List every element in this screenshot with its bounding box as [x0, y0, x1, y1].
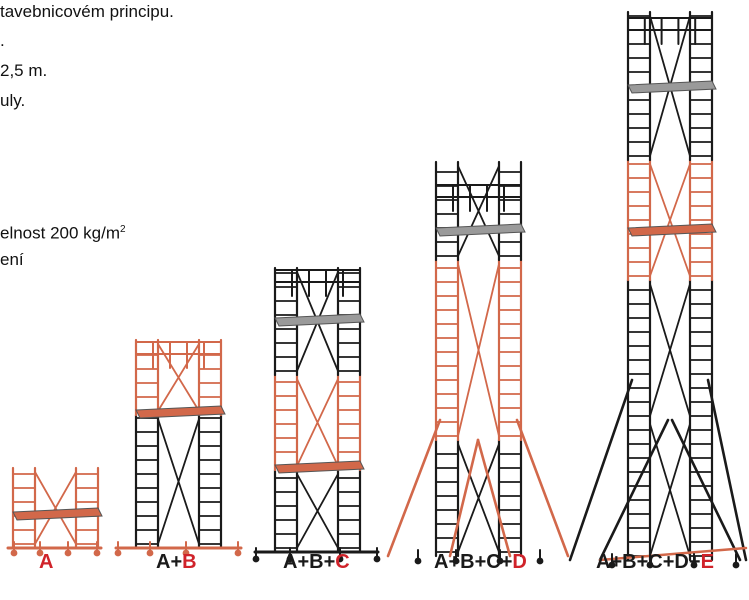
text-line-6: ení [0, 250, 24, 269]
caption-plus: + [474, 551, 487, 573]
caster-wheel [608, 561, 616, 569]
caption-plus: + [636, 551, 649, 573]
tower-ab-lower-brace [157, 418, 200, 545]
caption-ab: A+B [156, 551, 197, 574]
caption-part-b: B [309, 551, 324, 573]
caster-wheel [536, 557, 544, 565]
outrigger [706, 378, 748, 562]
caption-part-b: B [460, 551, 475, 573]
tower-abcde-base-brace [598, 546, 748, 562]
tower-abcde-top-platform [627, 80, 717, 94]
outrigger [568, 378, 634, 562]
tower-abcd-top-platform [435, 223, 526, 237]
caption-plus: + [662, 551, 675, 573]
outrigger [515, 418, 570, 558]
tower-abcd-lower-brace [457, 443, 500, 553]
outrigger [386, 418, 442, 558]
caption-plus: + [688, 551, 701, 573]
caster-wheel [93, 549, 101, 557]
caption-part-a: A [434, 551, 449, 573]
text-line-3: 2,5 m. [0, 61, 48, 80]
caption-part-a: A [156, 551, 171, 573]
caption-plus: + [297, 551, 310, 573]
caption-plus: + [610, 551, 623, 573]
tower-abcd-upper-brace [457, 165, 500, 257]
caster-wheel [452, 557, 460, 565]
caster-wheel [10, 549, 18, 557]
caster-wheel [690, 561, 698, 569]
caption-part-a: A [596, 551, 611, 573]
text-line-2: . [0, 31, 5, 50]
tower-ab-upper-brace [157, 343, 200, 412]
caption-part-b: B [622, 551, 637, 573]
outrigger [670, 418, 742, 562]
tower-a-platform [12, 507, 103, 521]
text-line-4: uly. [0, 91, 26, 110]
text-line-5: elnost 200 kg/m2 [0, 223, 126, 243]
tower-abc-lower-brace [296, 473, 339, 549]
tower-abcde-mid-platform [627, 223, 717, 237]
tower-abcde-mid-brace [649, 283, 691, 417]
outrigger [476, 438, 512, 558]
caption-plus: + [500, 551, 513, 573]
outrigger [598, 418, 670, 562]
caption-abc: A+B+C [283, 551, 350, 574]
outrigger [448, 438, 480, 558]
caption-part-e: E [700, 551, 714, 573]
caster-wheel [496, 557, 504, 565]
caption-part-c: C [648, 551, 663, 573]
caster-wheel [286, 555, 294, 563]
tower-a-brace [34, 471, 77, 545]
caption-part-c: C [486, 551, 501, 573]
caption-part-b: B [182, 551, 197, 573]
caster-wheel [732, 561, 740, 569]
caption-a: A [39, 551, 53, 574]
caster-wheel [646, 561, 654, 569]
caster-wheel [36, 549, 44, 557]
caster-wheel [114, 549, 122, 557]
caster-wheel [234, 549, 242, 557]
caption-part-d: D [512, 551, 527, 573]
caster-wheel [64, 549, 72, 557]
tower-abc-mid-platform [274, 460, 365, 474]
tower-abc-mid-brace [296, 378, 339, 467]
caption-part-a: A [283, 551, 298, 573]
text-line-1: tavebnicovém principu. [0, 2, 174, 21]
caster-wheel [336, 555, 344, 563]
tower-ab-platform [135, 405, 226, 419]
caption-abcde: A+B+C+D+E [596, 551, 714, 574]
tower-abcde-orange-brace [649, 163, 691, 277]
tower-abc-top-platform [274, 313, 365, 327]
caster-wheel [414, 557, 422, 565]
caster-wheel [146, 549, 154, 557]
caption-part-c: C [335, 551, 350, 573]
caption-part-a: A [39, 551, 54, 573]
caster-wheel [373, 555, 381, 563]
caption-part-d: D [674, 551, 689, 573]
caption-plus: + [170, 551, 183, 573]
tower-abcd-mid-brace [457, 263, 500, 437]
caption-plus: + [323, 551, 336, 573]
caption-plus: + [448, 551, 461, 573]
caster-wheel [252, 555, 260, 563]
caster-wheel [182, 549, 190, 557]
caption-abcd: A+B+C+D [434, 551, 527, 574]
